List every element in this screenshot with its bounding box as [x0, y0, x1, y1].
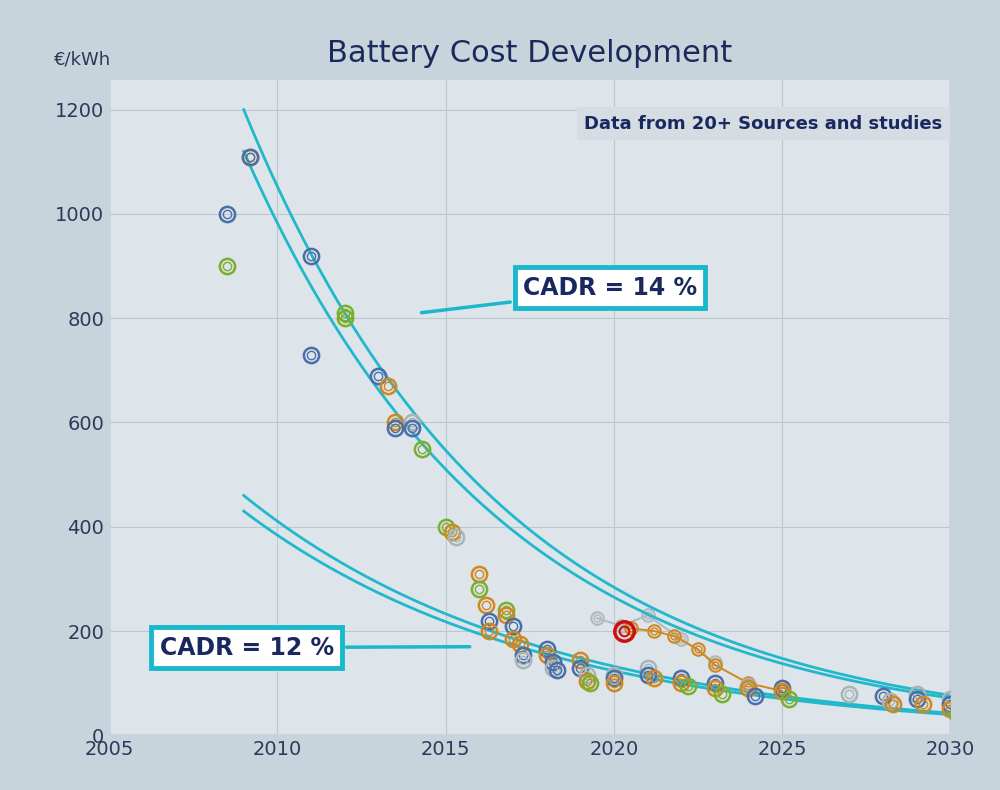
- Text: CADR = 14 %: CADR = 14 %: [421, 276, 697, 313]
- Title: Battery Cost Development: Battery Cost Development: [327, 39, 732, 68]
- Text: €/kWh: €/kWh: [54, 51, 112, 69]
- Text: Data from 20+ Sources and studies: Data from 20+ Sources and studies: [584, 115, 943, 133]
- Text: CADR = 12 %: CADR = 12 %: [160, 635, 470, 660]
